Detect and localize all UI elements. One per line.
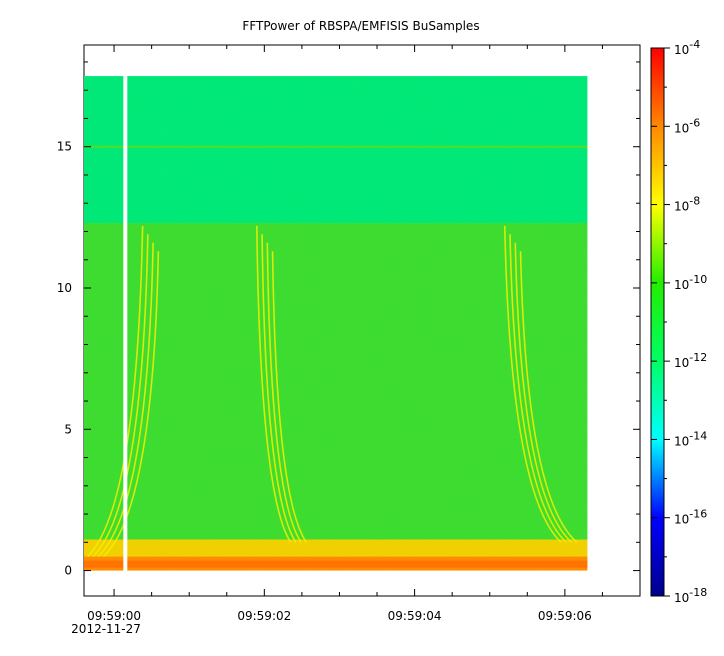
colorbar-tick-label: 10-10 [674, 273, 707, 292]
chorus-element-2-1 [509, 234, 567, 543]
x-tick-label: 09:59:06 [538, 609, 592, 623]
spectrogram-heatmap [84, 76, 588, 571]
colorbar [650, 47, 665, 597]
x-tick-label: 09:59:04 [388, 609, 442, 623]
low-frequency-band [84, 560, 588, 568]
chorus-element-1-3 [271, 251, 308, 543]
chart-title: FFTPower of RBSPA/EMFISIS BuSamples [242, 19, 479, 33]
y-tick-label: 15 [57, 140, 72, 154]
chorus-element-1-2 [266, 242, 302, 543]
colorbar-tick-label: 10-16 [674, 508, 707, 527]
chorus-element-0-3 [102, 251, 160, 558]
chorus-element-0-2 [97, 242, 154, 558]
y-tick-label: 0 [64, 564, 72, 578]
y-tick-label: 10 [57, 281, 72, 295]
x-tick-label: 09:59:00 [87, 609, 141, 623]
colorbar-tick-label: 10-6 [674, 116, 700, 135]
chorus-element-2-0 [503, 225, 562, 543]
spectrogram-noise-texture [84, 76, 588, 571]
colorbar-tick-label: 10-8 [674, 195, 700, 214]
chorus-element-1-1 [261, 234, 297, 543]
chorus-element-2-3 [519, 251, 578, 543]
chorus-element-2-2 [514, 242, 573, 543]
colorbar-tick-label: 10-12 [674, 351, 707, 370]
x-tick-date-label: 2012-11-27 [71, 622, 141, 636]
chorus-element-1-0 [256, 225, 292, 543]
colorbar-axis: 10-4 10-6 10-8 10-10 10-12 10-14 10-16 10-18 [651, 38, 707, 605]
colorbar-tick-label: 10-4 [674, 38, 700, 57]
colorbar-tick-label: 10-14 [674, 429, 707, 448]
chorus-element-0-1 [92, 234, 149, 558]
data-gap [123, 76, 128, 571]
y-axis: 0 5 10 15 [57, 61, 640, 578]
colorbar-tick-label: 10-18 [674, 586, 707, 605]
y-tick-label: 5 [64, 422, 72, 436]
x-tick-label: 09:59:02 [237, 609, 291, 623]
